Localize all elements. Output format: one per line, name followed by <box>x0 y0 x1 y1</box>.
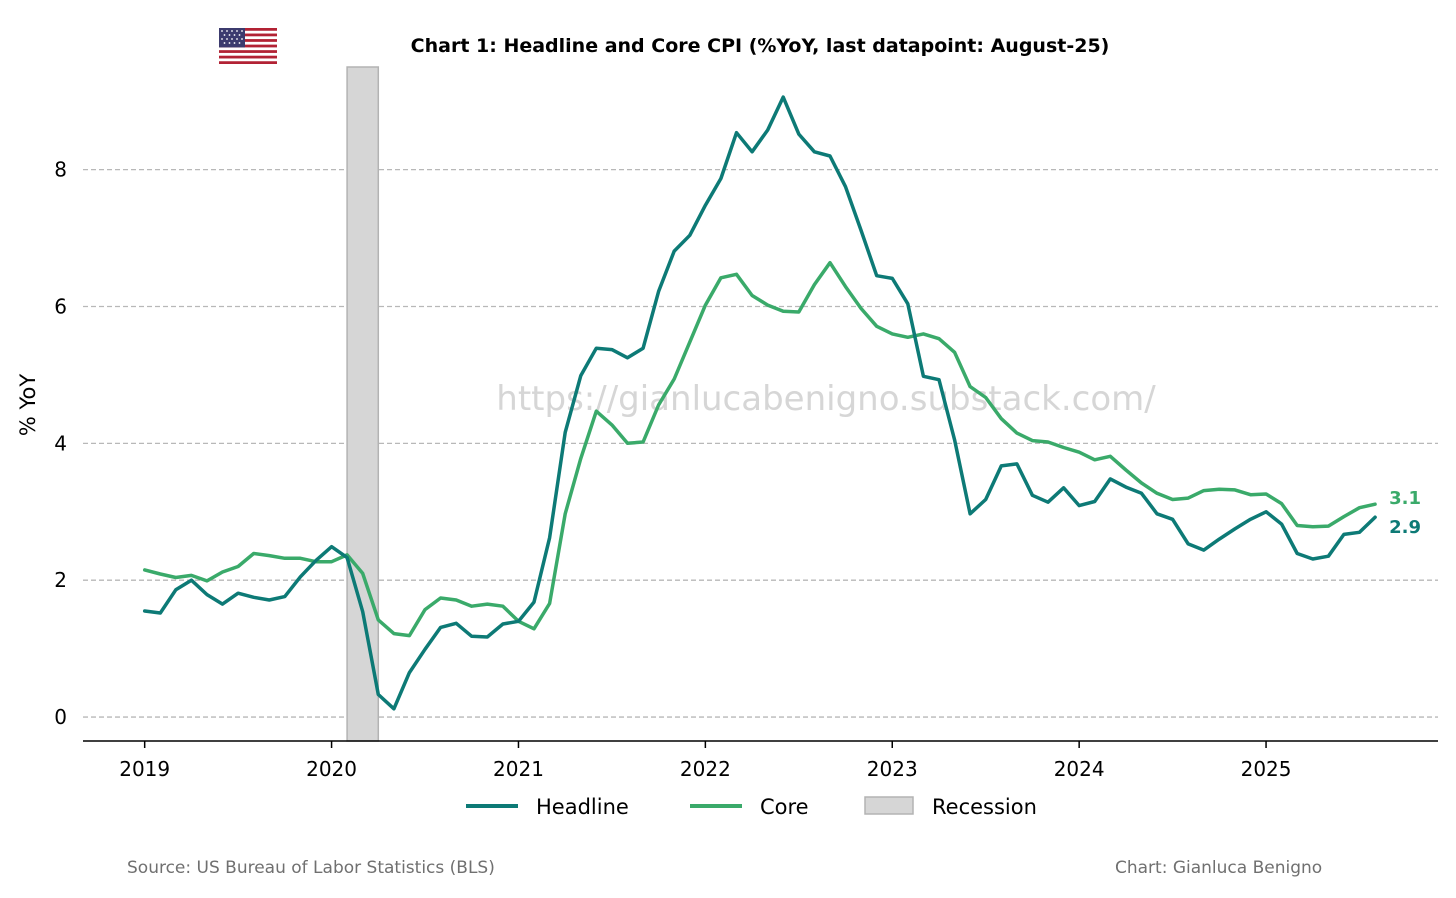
y-tick-label-2: 2 <box>54 568 67 592</box>
tick-labels: 0 2 4 6 8 2019 2020 2021 2022 2023 2024 2025 <box>54 158 1291 781</box>
recession-band-layer <box>346 66 380 742</box>
x-tick-label-2019: 2019 <box>119 757 170 781</box>
legend-label-recession: Recession <box>932 795 1037 819</box>
series-line-headline <box>142 95 1377 711</box>
end-label-headline: 2.9 <box>1389 517 1421 538</box>
x-tick-label-2021: 2021 <box>493 757 544 781</box>
series-layer <box>142 95 1377 711</box>
x-tick-label-2023: 2023 <box>867 757 918 781</box>
y-tick-label-6: 6 <box>54 294 67 318</box>
axes <box>83 740 1438 748</box>
end-labels: 2.93.1 <box>1389 488 1421 538</box>
watermark: https://gianlucabenigno.substack.com/ <box>496 379 1156 419</box>
recession-band <box>346 66 380 742</box>
grid-lines <box>83 168 1438 718</box>
source-note: Source: US Bureau of Labor Statistics (B… <box>127 858 495 878</box>
legend-label-core: Core <box>760 795 809 819</box>
x-tick-label-2020: 2020 <box>306 757 357 781</box>
chart-credit: Chart: Gianluca Benigno <box>1115 858 1323 878</box>
x-tick-label-2024: 2024 <box>1054 757 1105 781</box>
series-line-core <box>142 260 1377 638</box>
legend: Headline Core Recession <box>466 795 1037 819</box>
x-tick-label-2022: 2022 <box>680 757 731 781</box>
y-tick-label-4: 4 <box>54 431 67 455</box>
chart-title: Chart 1: Headline and Core CPI (%YoY, la… <box>411 35 1110 57</box>
legend-label-headline: Headline <box>536 795 629 819</box>
end-label-core: 3.1 <box>1389 488 1421 509</box>
us-flag-icon <box>219 28 277 64</box>
y-axis-label: % YoY <box>16 374 40 437</box>
y-tick-label-0: 0 <box>54 705 67 729</box>
y-tick-label-8: 8 <box>54 158 67 182</box>
x-tick-label-2025: 2025 <box>1241 757 1292 781</box>
legend-swatch-recession <box>864 796 914 815</box>
